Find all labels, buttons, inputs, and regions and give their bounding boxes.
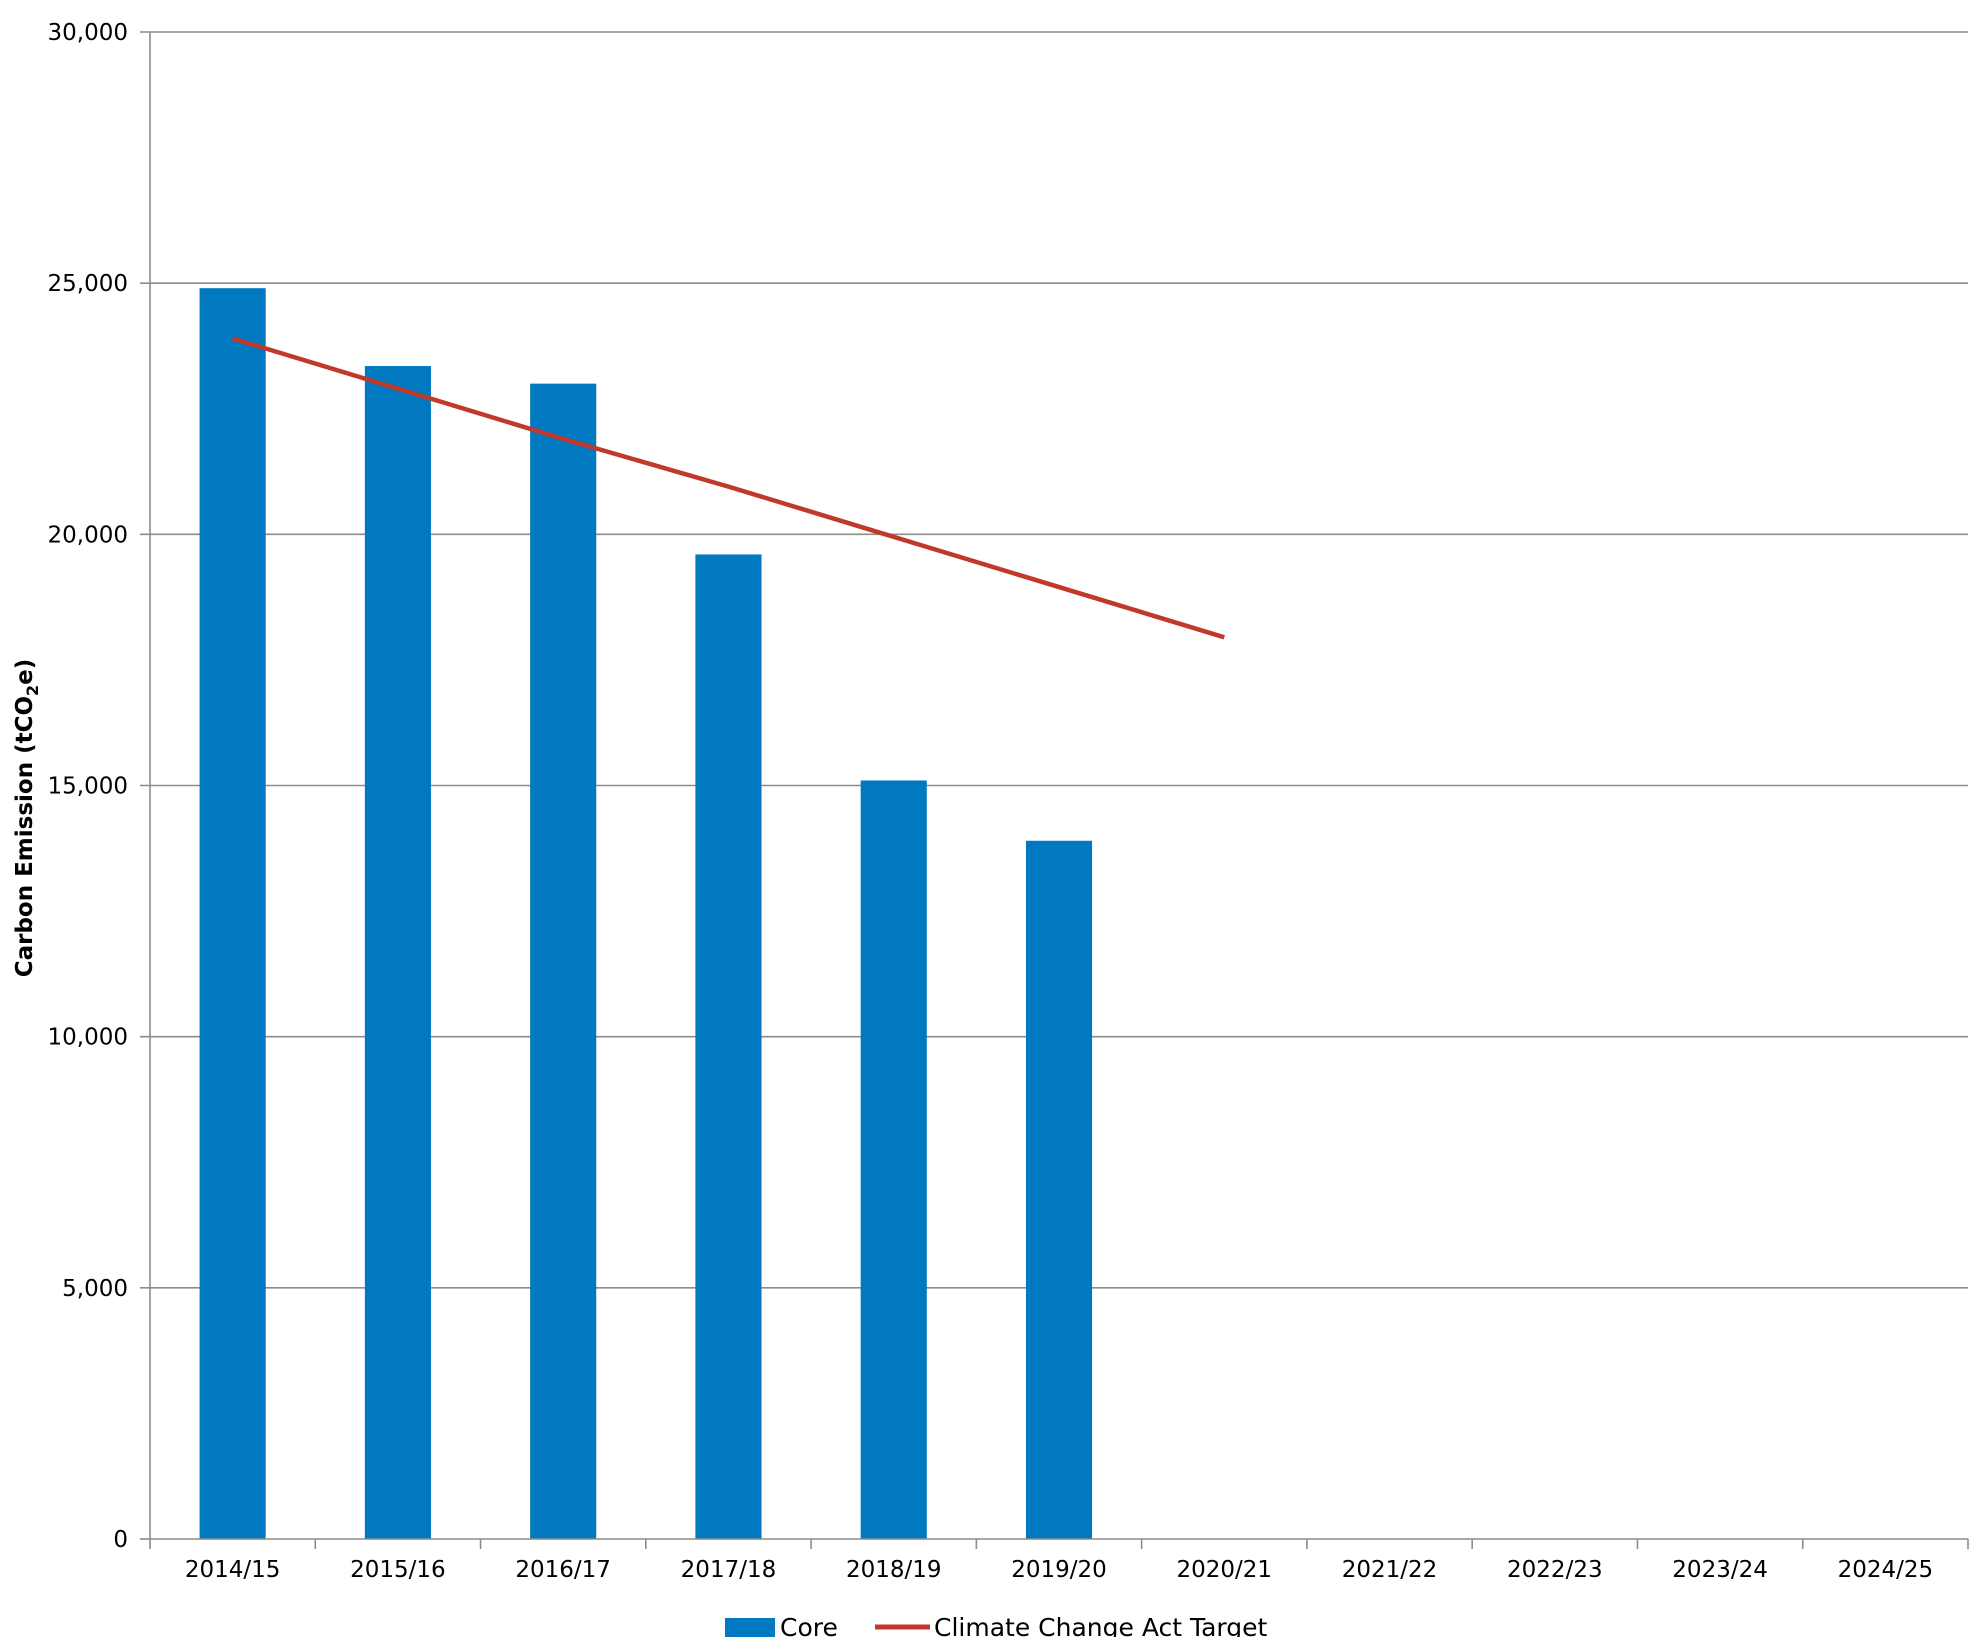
legend-core-swatch	[725, 1618, 775, 1637]
x-tick-label: 2018/19	[846, 1557, 942, 1583]
bar-core	[530, 383, 597, 1540]
bar-core	[860, 780, 927, 1539]
bar-core	[364, 366, 431, 1540]
x-tick-label: 2017/18	[681, 1557, 777, 1583]
target-line	[231, 336, 1225, 640]
axes-layer: 0 5,000 10,000 15,000 20,000 25,000 30,000 2014…	[48, 20, 1969, 1583]
x-tick-label: 2021/22	[1342, 1557, 1438, 1583]
y-tick-label: 15,000	[48, 774, 128, 800]
x-tick-label: 2014/15	[185, 1557, 281, 1583]
x-tick-label: 2024/25	[1838, 1557, 1934, 1583]
bars-layer	[199, 288, 1093, 1540]
y-axis-title-main: Carbon Emission (tCO	[12, 696, 38, 977]
y-tick-label: 5,000	[62, 1276, 128, 1302]
grid-layer	[140, 31, 1968, 1289]
y-axis-title-tail: e)	[12, 659, 38, 685]
y-tick-label: 25,000	[48, 271, 128, 297]
bar-core	[695, 554, 762, 1539]
y-tick-label: 30,000	[48, 20, 128, 46]
y-tick-label: 20,000	[48, 522, 128, 548]
y-tick-label: 0	[113, 1527, 128, 1553]
bar-core	[199, 288, 266, 1540]
x-tick-label: 2019/20	[1011, 1557, 1107, 1583]
legend: Core Climate Change Act Target	[725, 1613, 1268, 1637]
x-tick-label: 2015/16	[350, 1557, 446, 1583]
line-layer	[231, 336, 1225, 640]
y-axis-title-subscript: 2	[23, 685, 42, 696]
x-tick-label: 2016/17	[515, 1557, 611, 1583]
legend-target-label: Climate Change Act Target	[934, 1613, 1268, 1637]
y-axis-title: Carbon Emission (tCO2e)	[12, 659, 42, 978]
y-tick-label: 10,000	[48, 1025, 128, 1051]
x-tick-label: 2023/24	[1672, 1557, 1768, 1583]
bar-core	[1025, 840, 1093, 1539]
legend-core-label: Core	[780, 1613, 838, 1637]
x-tick-label: 2022/23	[1507, 1557, 1603, 1583]
x-tick-label: 2020/21	[1176, 1557, 1272, 1583]
